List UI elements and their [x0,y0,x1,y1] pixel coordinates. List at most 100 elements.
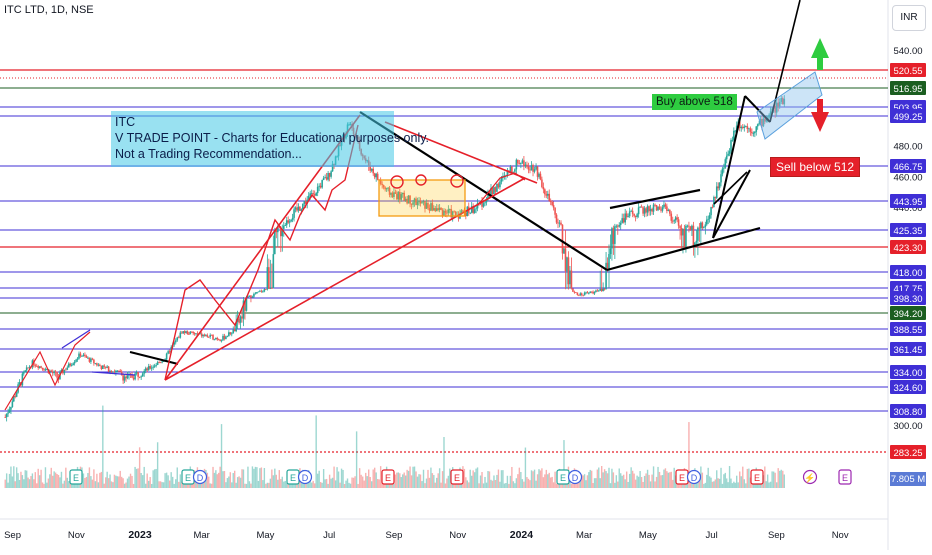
price-level-value: 417.75 [893,284,922,295]
volume-bar [275,474,278,488]
candle-body [524,164,527,167]
volume-bar [524,447,527,488]
candle-body [645,208,647,213]
black-trendline [712,95,746,239]
volume-bar [503,483,506,488]
volume-bar [424,483,426,488]
volume-bar [695,482,698,488]
candle-body [100,366,103,370]
candle-body [730,140,732,152]
dividend-d-icon: D [686,469,702,485]
candle-body [190,331,193,333]
volume-bar [658,471,661,488]
volume-bar [512,481,515,488]
candle-body [319,185,322,188]
volume-bar [158,481,160,488]
candle-body [159,362,162,364]
volume-bar [496,474,498,488]
candle-body [421,202,423,204]
candle-body [548,193,551,201]
candle-body [527,166,530,170]
candle-body [481,200,483,207]
volume-bar [192,480,194,488]
candle-body [393,192,395,197]
candle-body [24,370,27,372]
currency-button[interactable]: INR [892,5,926,31]
volume-bar [212,466,214,488]
volume-bar [505,482,507,488]
candle-body [223,335,226,339]
candle-body [619,222,622,226]
volume-bar [54,472,57,488]
candle-body [769,111,772,115]
volume-bar [509,475,512,488]
candle-body [450,209,453,218]
candle-body [752,133,755,134]
candle-body [430,203,432,211]
volume-bar [672,479,674,488]
candle-body [764,118,766,122]
candle-body [630,210,632,212]
candle-body [496,183,498,192]
candle-body [387,187,389,189]
candle-body [247,296,249,298]
candle-body [260,290,263,292]
volume-bar [589,469,591,488]
candle-body [278,227,281,229]
candle-body [46,369,48,370]
candle-body [518,163,521,165]
candle-body [54,371,57,373]
volume-bar [220,424,223,488]
volume-bar [720,467,722,488]
volume-bar [766,474,769,488]
candle-body [580,293,583,295]
volume-bar [265,483,267,488]
candle-body [443,210,445,216]
candle-body [460,210,463,214]
candle-body [413,198,416,203]
volume-bar [27,477,29,488]
price-level-value: 516.95 [893,84,922,95]
volume-bar [530,470,533,488]
volume-bar [248,481,251,488]
earnings-e-icon: E [838,469,852,485]
volume-bar [427,469,429,488]
volume-bar [269,478,272,488]
candle-body [177,337,180,339]
volume-bar [592,483,594,488]
price-level-badge [890,265,926,279]
candle-body [388,187,391,195]
symbol-title[interactable]: ITC LTD, 1D, NSE [4,4,94,16]
candle-body [107,366,110,372]
volume-bar [472,470,474,488]
volume-bar [65,467,67,488]
candle-body [745,126,747,127]
black-trendline [744,95,771,123]
volume-bar [38,475,41,488]
volume-bar [115,475,117,488]
volume-bar [413,466,416,488]
volume-bar [122,478,124,488]
candle-body [616,225,619,227]
candle-body [38,366,41,368]
volume-bar [312,480,314,488]
candle-body [655,205,658,211]
volume-bar [10,466,12,488]
volume-bar [606,473,609,488]
candle-body [500,177,503,182]
candle-body [720,174,722,183]
volume-bar [107,478,110,488]
candle-body [259,290,261,292]
black-trendline [359,111,608,271]
earnings-e-icon: E [69,469,83,485]
candle-body [43,369,45,371]
volume-bar [109,474,111,488]
volume-bar [490,479,492,488]
candle-body [302,203,304,210]
volume-bar [703,483,705,488]
volume-bar [769,481,772,488]
candle-body [304,200,307,204]
candle-body [56,371,58,378]
earnings-e-icon: E [675,469,689,485]
